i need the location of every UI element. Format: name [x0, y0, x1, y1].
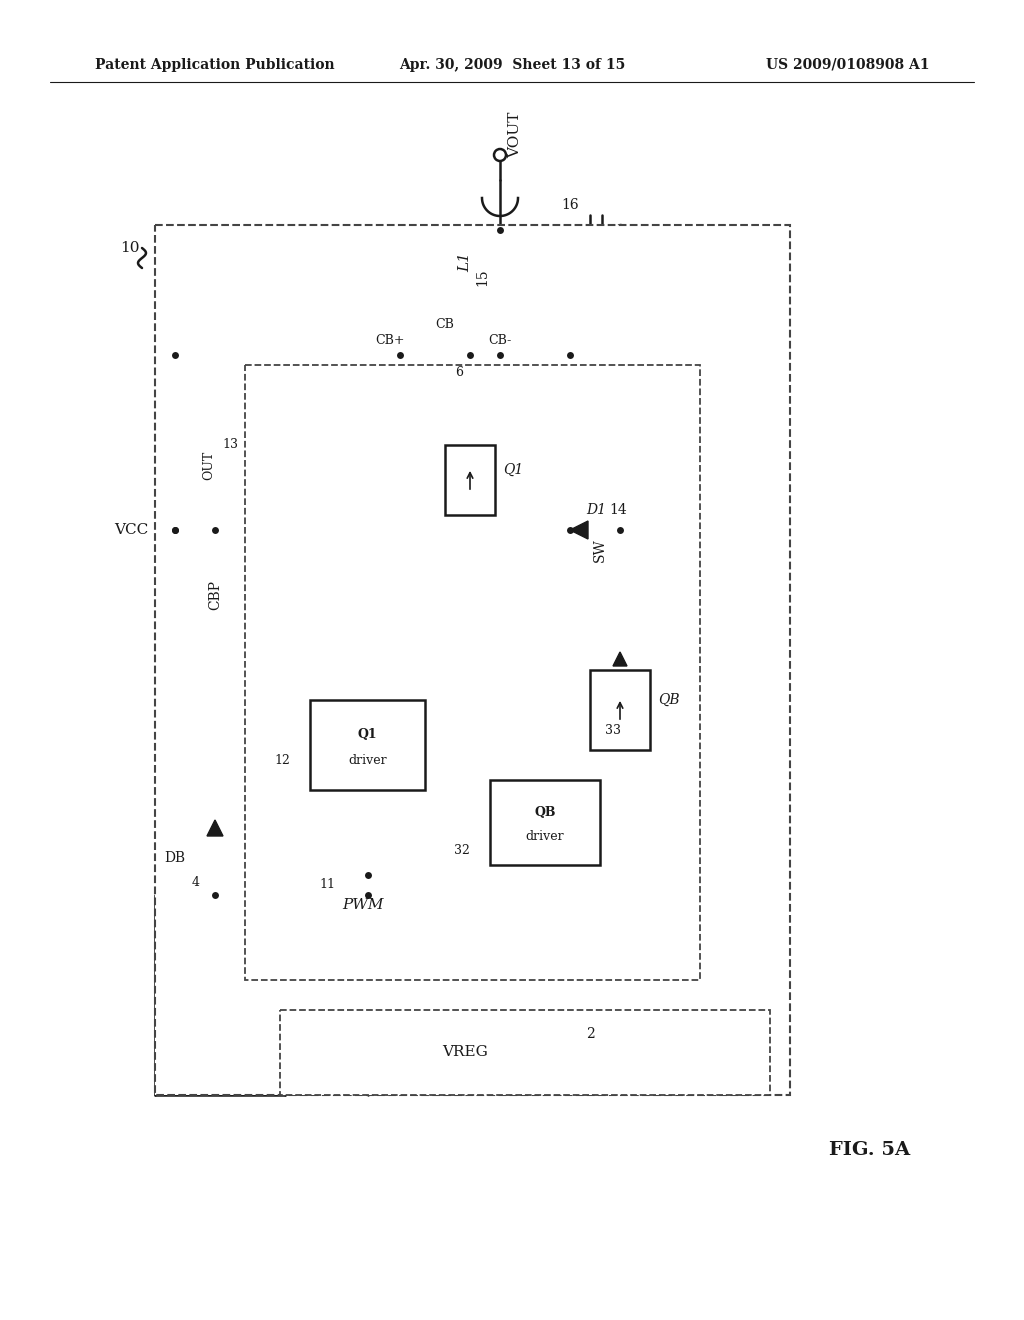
Text: 16: 16 [561, 198, 579, 213]
Text: 2: 2 [586, 1027, 594, 1041]
Text: VOUT: VOUT [508, 112, 522, 158]
Text: QB: QB [535, 807, 556, 820]
Text: D1: D1 [586, 503, 606, 517]
Bar [590, 671, 650, 750]
Text: VREG: VREG [442, 1045, 488, 1060]
Text: 12: 12 [274, 754, 290, 767]
Text: 10: 10 [121, 242, 140, 255]
Polygon shape [570, 521, 588, 539]
Bar [280, 1010, 770, 1096]
Bar [445, 445, 495, 515]
Text: Q1: Q1 [503, 463, 523, 477]
Text: driver: driver [348, 754, 387, 767]
Bar [155, 224, 790, 1096]
Bar [310, 700, 425, 789]
Text: 13: 13 [222, 438, 238, 451]
Text: FIG. 5A: FIG. 5A [829, 1140, 910, 1159]
Text: CB+: CB+ [375, 334, 404, 346]
Text: CB: CB [435, 318, 455, 331]
Bar [490, 780, 600, 865]
Text: Apr. 30, 2009  Sheet 13 of 15: Apr. 30, 2009 Sheet 13 of 15 [399, 58, 625, 73]
Text: 4: 4 [193, 876, 200, 888]
Text: CBP: CBP [208, 579, 222, 610]
Text: 33: 33 [605, 723, 621, 737]
Text: OUT: OUT [202, 450, 215, 479]
Text: US 2009/0108908 A1: US 2009/0108908 A1 [767, 58, 930, 73]
Text: Q1: Q1 [357, 729, 377, 742]
Polygon shape [207, 820, 223, 836]
Text: SW: SW [593, 539, 607, 562]
Text: VCC: VCC [114, 523, 148, 537]
Text: L1: L1 [458, 252, 472, 272]
Text: driver: driver [525, 830, 564, 843]
Text: QB: QB [658, 693, 680, 708]
Text: Patent Application Publication: Patent Application Publication [95, 58, 335, 73]
Text: 11: 11 [319, 879, 336, 891]
Text: DB: DB [164, 850, 185, 865]
Text: 15: 15 [475, 268, 489, 286]
Text: 32: 32 [454, 843, 470, 857]
Text: 6: 6 [455, 367, 463, 380]
Text: 14: 14 [609, 503, 627, 517]
Polygon shape [613, 652, 627, 667]
Text: CB-: CB- [488, 334, 512, 346]
Bar [245, 366, 700, 979]
Text: PWM: PWM [342, 898, 383, 912]
